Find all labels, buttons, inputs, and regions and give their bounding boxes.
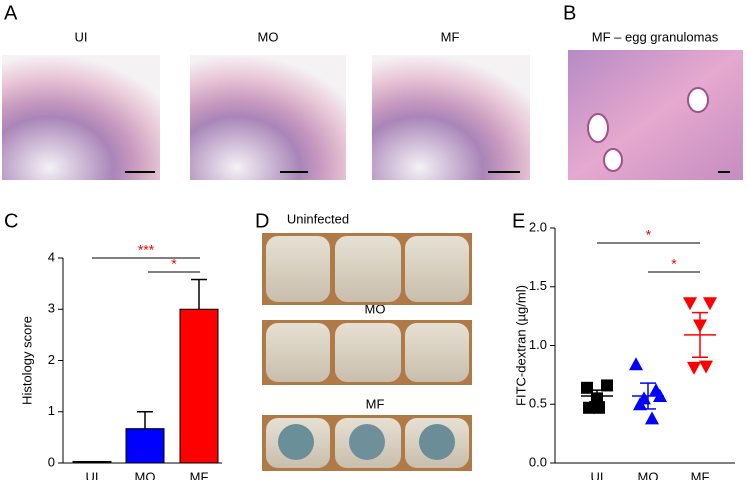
x-tick-label: MF — [691, 469, 710, 480]
point — [601, 379, 613, 392]
x-tick-label: MO — [638, 469, 659, 480]
y-tick-label: 1.5 — [529, 278, 547, 293]
histology-image — [190, 55, 346, 180]
histology-image — [568, 50, 743, 180]
histology-image — [2, 55, 160, 180]
image-label: MO — [365, 301, 386, 316]
point — [581, 381, 593, 394]
point — [687, 361, 701, 375]
point — [683, 297, 697, 311]
histology-image — [372, 55, 530, 180]
significance-label: * — [671, 256, 677, 272]
y-axis-label: Histology score — [19, 316, 34, 405]
y-tick-label: 1.0 — [529, 337, 547, 352]
bar — [179, 308, 219, 464]
panel-letter: A — [4, 2, 18, 24]
point — [645, 411, 659, 425]
point — [637, 391, 651, 405]
image-label: MO — [258, 29, 279, 44]
panel-letter: E — [512, 210, 525, 232]
panel-letter: B — [563, 2, 576, 24]
image-label: Uninfected — [287, 211, 349, 226]
plate-image — [262, 320, 472, 385]
image-label: UI — [75, 29, 88, 44]
y-tick-label: 0.5 — [529, 396, 547, 411]
significance-label: *** — [138, 242, 155, 258]
point — [699, 360, 713, 374]
x-tick-label: UI — [86, 469, 99, 480]
x-tick-label: MF — [190, 469, 209, 480]
panel-letter: C — [4, 210, 18, 232]
y-axis-label: FITC-dextran (µg/ml) — [513, 285, 528, 406]
y-tick-label: 0 — [48, 454, 55, 469]
x-tick-label: UI — [591, 469, 604, 480]
y-tick-label: 3 — [48, 301, 55, 316]
y-tick-label: 1 — [48, 403, 55, 418]
y-tick-label: 2.0 — [529, 219, 547, 234]
point — [593, 401, 605, 414]
panel-letter: D — [255, 210, 269, 232]
y-tick-label: 4 — [48, 249, 55, 264]
point — [703, 297, 717, 311]
y-tick-label: 0.0 — [529, 454, 547, 469]
x-tick-label: MO — [135, 469, 156, 480]
significance-label: * — [171, 256, 177, 272]
y-tick-label: 2 — [48, 352, 55, 367]
point — [583, 401, 595, 414]
image-title: MF – egg granulomas — [592, 29, 719, 44]
significance-label: * — [646, 227, 652, 243]
point — [629, 357, 643, 371]
plate-image — [262, 233, 472, 305]
bar — [72, 460, 112, 464]
image-label: MF — [366, 396, 385, 411]
plate-image — [262, 415, 472, 471]
bar — [125, 428, 165, 464]
image-label: MF — [441, 29, 460, 44]
